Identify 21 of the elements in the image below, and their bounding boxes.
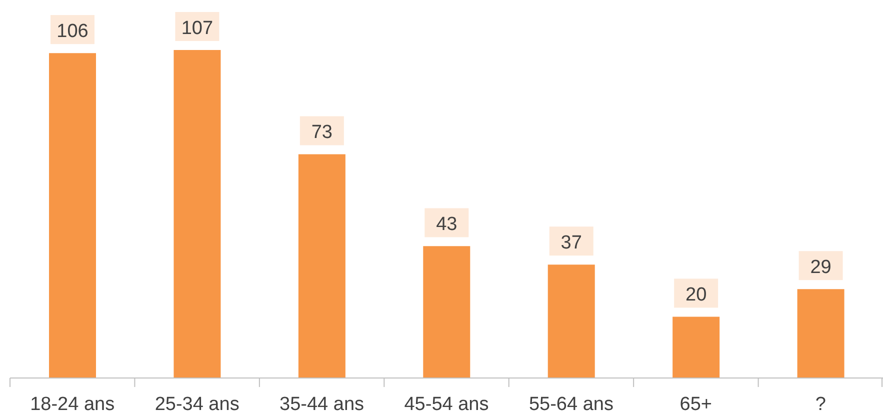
bar [298, 154, 346, 378]
x-tick-label: ? [815, 394, 826, 415]
bar [548, 264, 595, 378]
bar [49, 53, 96, 378]
bar [797, 289, 844, 378]
x-tick-label: 65+ [680, 394, 712, 415]
x-tick-label: 25-34 ans [154, 394, 240, 415]
x-tick-label: 35-44 ans [280, 394, 364, 415]
x-tick-label: 18-24 ans [30, 394, 115, 415]
bar [174, 50, 221, 378]
data-label: 20 [686, 284, 707, 306]
data-label: 37 [560, 232, 582, 254]
x-tick-label: 55-64 ans [528, 394, 614, 415]
x-tick-label: 45-54 ans [404, 394, 489, 415]
data-label: 106 [56, 21, 88, 42]
data-label: 29 [810, 257, 832, 278]
data-label: 43 [436, 214, 458, 236]
bar [672, 316, 720, 378]
data-label: 107 [181, 18, 214, 39]
bar [423, 246, 470, 378]
data-label: 73 [311, 122, 332, 144]
